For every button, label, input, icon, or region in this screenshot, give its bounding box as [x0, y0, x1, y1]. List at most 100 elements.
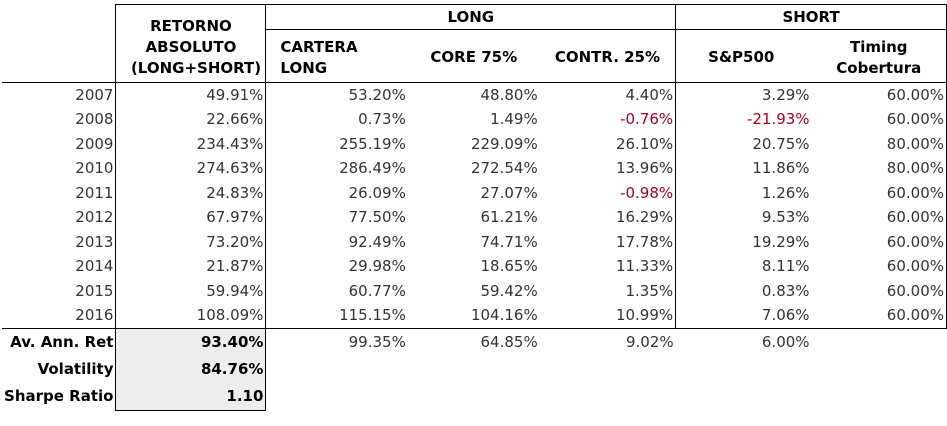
header-retorno: RETORNO ABSOLUTO (LONG+SHORT): [115, 4, 267, 82]
retorno-cell: 73.20%: [115, 229, 267, 254]
contr-cell: -0.98%: [539, 180, 677, 205]
corner-cell: [2, 5, 116, 30]
header-cartera-long: CARTERA LONG: [280, 37, 358, 77]
cartera-cell: 26.09%: [348, 183, 406, 202]
contr-cell: 17.78%: [539, 229, 677, 254]
summary-row-vol: Volatility 84.76%: [2, 355, 947, 383]
year-cell: 2009: [75, 134, 114, 153]
timing-cell: 60.00%: [811, 278, 947, 303]
vol-value: 84.76%: [115, 355, 267, 383]
sharpe-label: Sharpe Ratio: [4, 387, 114, 406]
cartera-cell: 115.15%: [265, 303, 408, 329]
cartera-cell: 0.73%: [358, 110, 406, 129]
header-long-group: LONG: [265, 4, 676, 30]
contr-cell: 4.40%: [539, 81, 677, 107]
summary-row-avg: Av. Ann. Ret 93.40% 99.35% 64.85% 9.02% …: [2, 327, 947, 356]
cartera-cell: 29.98%: [348, 257, 406, 276]
header-contr: CONTR. 25%: [554, 47, 661, 66]
contr-cell: 16.29%: [539, 205, 677, 230]
contr-cell: 10.99%: [539, 303, 677, 329]
header-short-group: SHORT: [675, 4, 947, 30]
avg-retorno: 93.40%: [115, 327, 267, 356]
timing-cell: 60.00%: [811, 81, 947, 107]
timing-cell: 60.00%: [811, 107, 947, 132]
retorno-cell: 59.94%: [115, 278, 267, 303]
sharpe-value: 1.10: [115, 382, 267, 411]
core-cell: 229.09%: [470, 134, 538, 153]
timing-cell: 60.00%: [811, 205, 947, 230]
contr-cell: -0.76%: [539, 107, 677, 132]
retorno-cell: 22.66%: [115, 107, 267, 132]
year-cell: 2015: [75, 281, 114, 300]
vol-label: Volatility: [37, 360, 114, 378]
sp500-cell: 19.29%: [752, 232, 810, 251]
core-cell: 48.80%: [407, 81, 540, 107]
contr-cell: 26.10%: [539, 131, 677, 156]
header-sp500: S&P500: [675, 29, 812, 82]
table-row: 2016 108.09% 115.15% 104.16% 10.99% 7.06…: [2, 303, 947, 329]
cartera-cell: 92.49%: [348, 232, 406, 251]
avg-sp500: 6.00%: [761, 333, 810, 351]
contr-cell: 13.96%: [539, 156, 677, 181]
sp500-cell: 20.75%: [752, 134, 810, 153]
table-row: 2014 21.87% 29.98% 18.65% 11.33% 8.11% 6…: [2, 254, 947, 279]
table-row: 2007 49.91% 53.20% 48.80% 4.40% 3.29% 60…: [2, 81, 947, 107]
retorno-cell: 67.97%: [115, 205, 267, 230]
empty-cell: [812, 328, 947, 356]
timing-cell: 80.00%: [811, 156, 947, 181]
retorno-cell: 108.09%: [115, 303, 267, 328]
retorno-cell: 24.83%: [115, 180, 267, 205]
table-row: 2013 73.20% 92.49% 74.71% 17.78% 19.29% …: [2, 229, 947, 254]
core-cell: 1.49%: [490, 110, 538, 129]
year-cell: 2011: [75, 183, 114, 202]
sp500-cell: 8.11%: [761, 257, 810, 276]
sp500-cell: 9.53%: [761, 208, 810, 227]
timing-cell: 60.00%: [811, 254, 947, 279]
table-row: 2011 24.83% 26.09% 27.07% -0.98% 1.26% 6…: [2, 180, 947, 205]
avg-cartera: 99.35%: [348, 333, 406, 351]
avg-core: 64.85%: [480, 333, 538, 351]
core-cell: 18.65%: [480, 257, 538, 276]
cartera-cell: 255.19%: [339, 134, 406, 153]
timing-cell: 60.00%: [811, 180, 947, 205]
sp500-cell: 1.26%: [761, 183, 810, 202]
table-row: 2008 22.66% 0.73% 1.49% -0.76% -21.93% 6…: [2, 107, 947, 132]
retorno-cell: 274.63%: [115, 156, 267, 181]
core-cell: 61.21%: [480, 208, 538, 227]
table-row: 2012 67.97% 77.50% 61.21% 16.29% 9.53% 6…: [2, 205, 947, 230]
contr-cell: 11.33%: [539, 254, 677, 279]
sp500-cell: 3.29%: [675, 81, 812, 107]
returns-table: RETORNO ABSOLUTO (LONG+SHORT) LONG SHORT…: [2, 4, 947, 411]
core-cell: 272.54%: [470, 159, 538, 178]
corner-cell-2: [2, 30, 116, 83]
core-cell: 59.42%: [480, 281, 538, 300]
sp500-cell: -21.93%: [746, 110, 810, 129]
cartera-cell: 286.49%: [339, 159, 406, 178]
retorno-cell: 49.91%: [115, 81, 267, 107]
cartera-cell: 60.77%: [348, 281, 406, 300]
core-cell: 74.71%: [480, 232, 538, 251]
table-row: 2015 59.94% 60.77% 59.42% 1.35% 0.83% 60…: [2, 278, 947, 303]
header-timing: Timing Cobertura: [811, 29, 947, 82]
core-cell: 27.07%: [480, 183, 538, 202]
table-row: 2010 274.63% 286.49% 272.54% 13.96% 11.8…: [2, 156, 947, 181]
cartera-cell: 77.50%: [348, 208, 406, 227]
header-core: CORE 75%: [430, 47, 518, 66]
year-cell: 2008: [75, 110, 114, 129]
year-cell: 2016: [75, 306, 114, 325]
year-cell: 2014: [75, 257, 114, 276]
timing-cell: 60.00%: [811, 303, 947, 329]
year-cell: 2010: [75, 159, 114, 178]
sp500-cell: 7.06%: [675, 303, 812, 329]
table-row: 2009 234.43% 255.19% 229.09% 26.10% 20.7…: [2, 131, 947, 156]
sp500-cell: 0.83%: [761, 281, 810, 300]
table-body: 2007 49.91% 53.20% 48.80% 4.40% 3.29% 60…: [2, 81, 947, 411]
year-cell: 2012: [75, 208, 114, 227]
summary-row-sharpe: Sharpe Ratio 1.10: [2, 382, 947, 411]
timing-cell: 80.00%: [811, 131, 947, 156]
timing-cell: 60.00%: [811, 229, 947, 254]
sp500-cell: 11.86%: [752, 159, 810, 178]
avg-contr: 9.02%: [625, 333, 674, 351]
core-cell: 104.16%: [407, 303, 540, 329]
year-cell: 2007: [2, 81, 116, 107]
